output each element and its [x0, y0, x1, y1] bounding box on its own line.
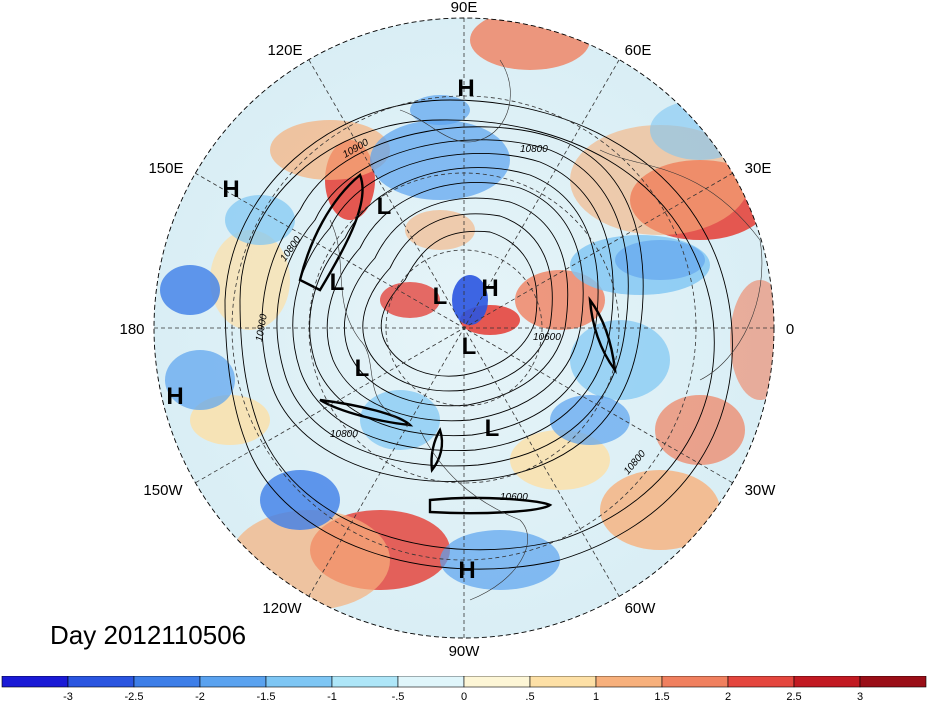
- low-center: L: [433, 283, 448, 310]
- contour-label: 10800: [520, 144, 548, 155]
- colorbar-tick-label: -2.5: [125, 691, 144, 702]
- colorbar-box: [133, 676, 201, 688]
- colorbar-tick-label: 0: [461, 691, 467, 702]
- lon-label-60w: 60W: [625, 600, 657, 617]
- colorbar-tick-label: -.5: [392, 691, 405, 702]
- lon-label-150e: 150E: [148, 160, 183, 177]
- coastlines: [329, 59, 763, 601]
- contour-label: 10800: [330, 429, 358, 440]
- low-center: L: [485, 415, 500, 442]
- lon-label-120w: 120W: [262, 600, 302, 617]
- low-center: L: [330, 269, 345, 296]
- colorbar-box: [595, 676, 663, 688]
- colorbar-boxes: [1, 676, 927, 688]
- high-center: H: [481, 275, 498, 302]
- colorbar-tick-label: -3: [63, 691, 73, 702]
- colorbar-tick-label: -2: [195, 691, 205, 702]
- colorbar-tick-label: 1: [593, 691, 599, 702]
- anomaly-field: [154, 18, 774, 638]
- colorbar-box: [331, 676, 399, 688]
- low-center: L: [462, 333, 477, 360]
- colorbar-ticks: -3 -2.5 -2 -1.5 -1 -.5 0 .5 1 1.5 2 2.5 3: [63, 691, 863, 702]
- colorbar-tick-label: 2: [725, 691, 731, 702]
- colorbar-box: [67, 676, 135, 688]
- colorbar-box: [529, 676, 597, 688]
- lon-label-30e: 30E: [745, 160, 772, 177]
- colorbar-tick-label: -1.5: [257, 691, 276, 702]
- contour-label: 10600: [500, 492, 528, 503]
- high-center: H: [222, 176, 239, 203]
- colorbar-tick-label: -1: [327, 691, 337, 702]
- lon-label-150w: 150W: [143, 482, 183, 499]
- map-title: Day 2012110506: [50, 620, 247, 650]
- lon-label-120e: 120E: [267, 42, 302, 59]
- high-center: H: [458, 557, 475, 584]
- map-boundary: [153, 17, 775, 639]
- colorbar-box: [463, 676, 531, 688]
- contour-label: 10900: [254, 313, 270, 343]
- lon-label-30w: 30W: [745, 482, 777, 499]
- low-center: L: [355, 355, 370, 382]
- colorbar: -3 -2.5 -2 -1.5 -1 -.5 0 .5 1 1.5 2 2.5 3: [1, 676, 927, 702]
- colorbar-box: [199, 676, 267, 688]
- high-center: H: [457, 75, 474, 102]
- colorbar-box: [793, 676, 861, 688]
- low-center: L: [377, 193, 392, 220]
- polar-map: 90E 60E 30E 0 30W 60W 90W 120W 150W 180 …: [119, 0, 794, 660]
- colorbar-tick-label: 2.5: [786, 691, 801, 702]
- colorbar-tick-label: 1.5: [654, 691, 669, 702]
- contour-label: 10600: [533, 332, 561, 343]
- high-center: H: [166, 383, 183, 410]
- colorbar-box: [1, 676, 69, 688]
- lon-label-60e: 60E: [625, 42, 652, 59]
- height-contours: [224, 99, 733, 570]
- lon-label-0: 0: [786, 321, 794, 338]
- lon-label-90e: 90E: [451, 0, 478, 16]
- colorbar-tick-label: .5: [525, 691, 534, 702]
- colorbar-box: [265, 676, 333, 688]
- lon-label-90w: 90W: [449, 643, 481, 660]
- colorbar-box: [859, 676, 927, 688]
- colorbar-tick-label: 3: [857, 691, 863, 702]
- lon-label-180: 180: [119, 321, 144, 338]
- graticule: [154, 18, 774, 638]
- colorbar-box: [727, 676, 795, 688]
- colorbar-box: [661, 676, 729, 688]
- colorbar-box: [397, 676, 465, 688]
